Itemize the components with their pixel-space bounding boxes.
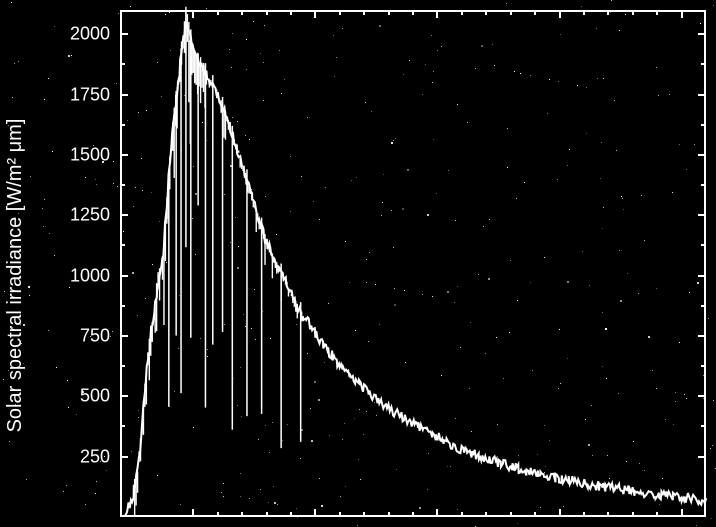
- spectrum-curve: [0, 0, 716, 527]
- solar-spectrum-chart: Solar spectral irradiance [W/m² μm] 2505…: [0, 0, 716, 527]
